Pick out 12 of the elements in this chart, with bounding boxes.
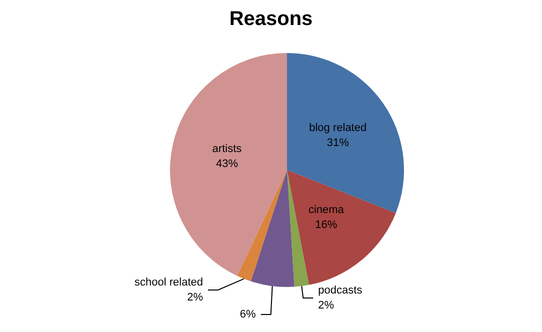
data-label: 2% — [318, 299, 334, 312]
data-label: 2% — [187, 291, 204, 304]
slice-label: blog related — [309, 122, 367, 134]
slice-label: artists — [212, 143, 242, 156]
data-label: 31% — [326, 136, 350, 149]
slice-label: cinema — [308, 204, 345, 216]
chart-title: Reasons — [229, 8, 313, 30]
slice-label: school related — [134, 276, 204, 288]
slice-label: podcasts — [318, 284, 363, 296]
data-label: 43% — [216, 158, 238, 170]
data-label: 6% — [240, 308, 256, 320]
data-label: 16% — [315, 218, 338, 231]
